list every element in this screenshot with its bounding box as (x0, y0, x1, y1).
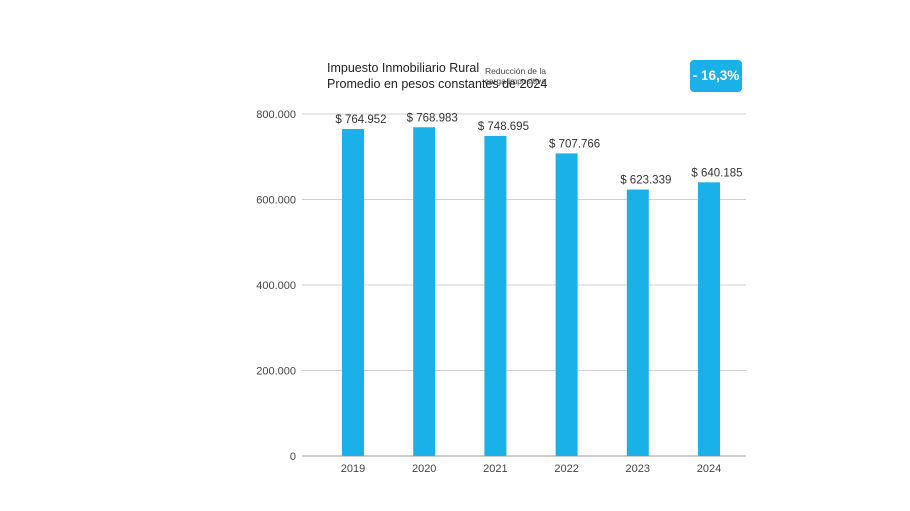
x-tick-label: 2022 (554, 463, 578, 475)
y-tick-label: 600.000 (256, 195, 296, 207)
x-tick-label: 2020 (412, 463, 436, 475)
callout-label-line2: carga impositiva (484, 76, 546, 86)
x-tick-label: 2023 (626, 463, 650, 475)
x-tick-label: 2021 (483, 463, 507, 475)
bar-data-label: $ 640.185 (691, 167, 742, 179)
callout-label-line1: Reducción de la (485, 66, 546, 76)
bar-data-label: $ 768.983 (407, 112, 458, 124)
bar-data-label: $ 623.339 (620, 175, 671, 187)
y-tick-label: 800.000 (256, 109, 296, 121)
x-tick-label: 2019 (341, 463, 365, 475)
bar (698, 182, 720, 456)
y-tick-label: 400.000 (256, 280, 296, 292)
bar (413, 127, 436, 456)
bar-data-label: $ 707.766 (549, 138, 600, 150)
y-tick-label: 200.000 (256, 366, 296, 378)
bar (484, 135, 507, 456)
chart-title-block: Impuesto Inmobiliario Rural Promedio en … (327, 60, 547, 92)
callout-label: Reducción de la carga impositiva (485, 66, 546, 86)
chart-title: Impuesto Inmobiliario Rural (327, 61, 480, 75)
x-tick-label: 2024 (697, 463, 721, 475)
callout-value-badge: - 16,3% (690, 60, 742, 92)
bar (555, 153, 578, 456)
bar-data-label: $ 748.695 (478, 121, 529, 133)
bar (626, 189, 649, 456)
bar-data-label: $ 764.952 (335, 114, 386, 126)
bar (342, 128, 364, 456)
y-tick-label: 0 (290, 451, 296, 463)
chart-subtitle: Promedio en pesos constantes de 2024 (327, 77, 548, 91)
